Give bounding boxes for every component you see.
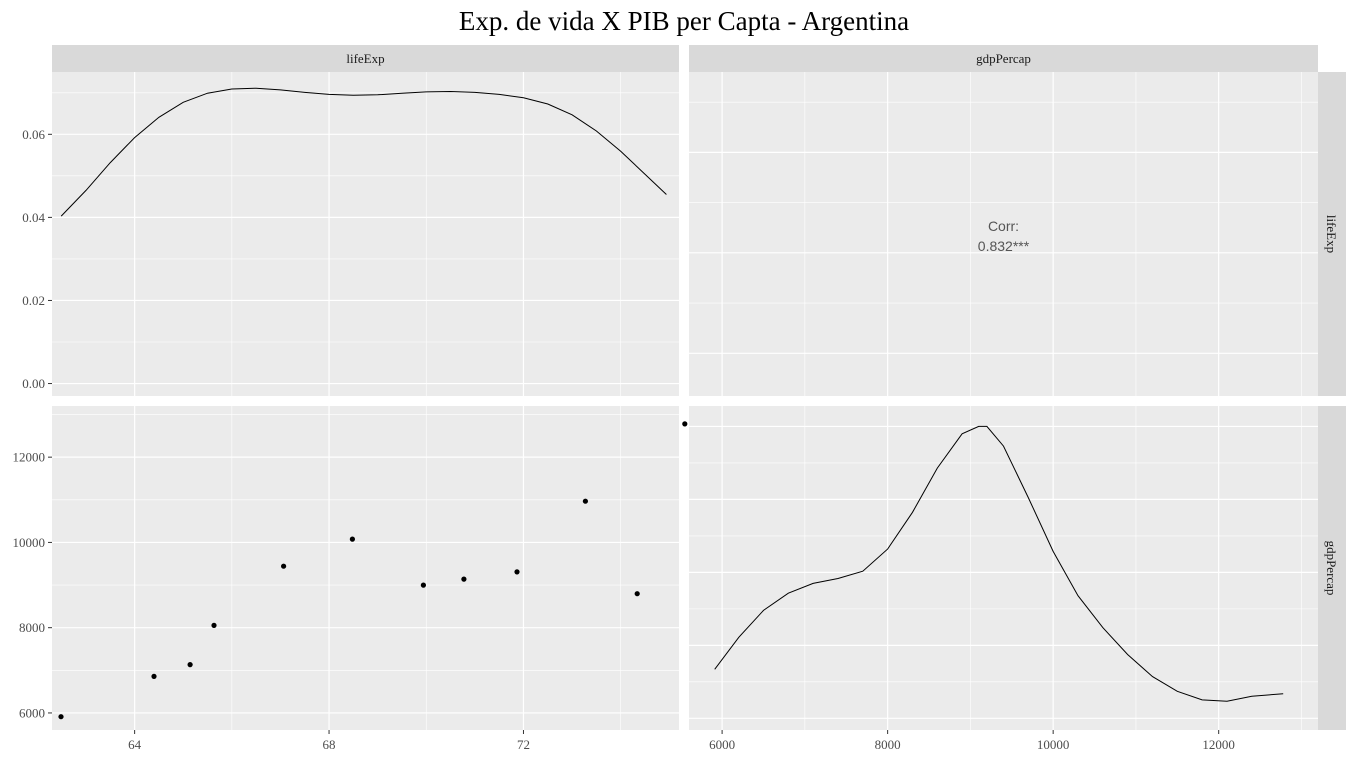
x-tick-label-lifeexp-0: 64: [128, 737, 142, 752]
chart-title: Exp. de vida X PIB per Capta - Argentina: [459, 6, 909, 36]
scatter-point-9: [582, 498, 589, 504]
scatter-point-0: [58, 714, 64, 720]
y-tick-label-gdp-2: 10000: [13, 535, 46, 550]
scatter-point-1: [151, 673, 157, 680]
panel-scatter: [52, 406, 679, 730]
x-tick-label-gdp-3: 12000: [1202, 737, 1235, 752]
column-strip-gdppercap-label: gdpPercap: [976, 51, 1031, 66]
scatter-point-3: [211, 622, 217, 629]
x-tick-label-lifeexp-2: 72: [517, 737, 530, 752]
scatter-point-10: [634, 591, 640, 597]
y-tick-label-density-3: 0.06: [22, 127, 45, 142]
column-strip-gdppercap: [689, 45, 1318, 72]
panel-lifeexp-density: [52, 72, 679, 396]
correlation-label: Corr:: [988, 218, 1019, 234]
row-strip-lifeexp-label: lifeExp: [1324, 215, 1339, 253]
row-strip-lifeexp: [1318, 72, 1346, 396]
panel-correlation: [689, 72, 1318, 396]
panel-gdppercap-density: [689, 406, 1318, 730]
x-tick-label-gdp-1: 8000: [875, 737, 901, 752]
x-tick-label-lifeexp-1: 68: [323, 737, 336, 752]
row-strip-gdppercap: [1318, 406, 1346, 730]
scatter-point-7: [461, 576, 467, 582]
scatter-point-5: [349, 536, 355, 542]
y-tick-label-gdp-1: 8000: [19, 620, 45, 635]
scatter-point-2: [187, 662, 193, 668]
scatter-point-6: [420, 582, 426, 588]
scatter-point-8: [514, 569, 520, 575]
correlation-value: 0.832***: [978, 238, 1030, 254]
x-tick-label-gdp-0: 6000: [709, 737, 735, 752]
x-tick-label-gdp-2: 10000: [1037, 737, 1070, 752]
row-strip-gdppercap-label: gdpPercap: [1324, 541, 1339, 596]
y-tick-label-gdp-3: 12000: [13, 450, 46, 465]
y-tick-label-density-0: 0.00: [22, 376, 45, 391]
column-strip-lifeexp-label: lifeExp: [346, 51, 384, 66]
y-tick-label-density-2: 0.04: [22, 210, 45, 225]
y-tick-label-gdp-0: 6000: [19, 705, 45, 720]
lifeexp-density-line: [60, 87, 667, 217]
gdppercap-density-line: [714, 425, 1284, 702]
column-strip-lifeexp: [52, 45, 679, 72]
y-tick-label-density-1: 0.02: [22, 293, 45, 308]
scatter-point-4: [281, 563, 287, 569]
scatter-point-11: [682, 421, 688, 427]
